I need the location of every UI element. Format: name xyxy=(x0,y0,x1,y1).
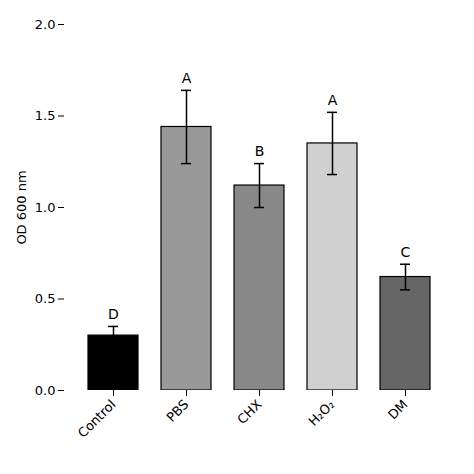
svg-text:CHX: CHX xyxy=(234,397,264,427)
svg-text:1.5: 1.5 xyxy=(35,108,56,123)
svg-text:0.5: 0.5 xyxy=(35,291,56,306)
svg-text:2.0: 2.0 xyxy=(35,17,56,32)
svg-text:H₂O₂: H₂O₂ xyxy=(305,397,337,429)
svg-text:0.0: 0.0 xyxy=(35,383,56,398)
svg-text:A: A xyxy=(182,70,192,86)
svg-text:C: C xyxy=(401,244,411,260)
svg-text:1.0: 1.0 xyxy=(35,200,56,215)
svg-text:OD 600 nm: OD 600 nm xyxy=(14,170,29,244)
svg-text:DM: DM xyxy=(385,397,411,423)
svg-text:PBS: PBS xyxy=(163,397,191,425)
svg-text:Control: Control xyxy=(75,397,119,441)
svg-text:B: B xyxy=(255,143,265,159)
svg-text:D: D xyxy=(108,306,119,322)
svg-text:A: A xyxy=(328,92,338,108)
